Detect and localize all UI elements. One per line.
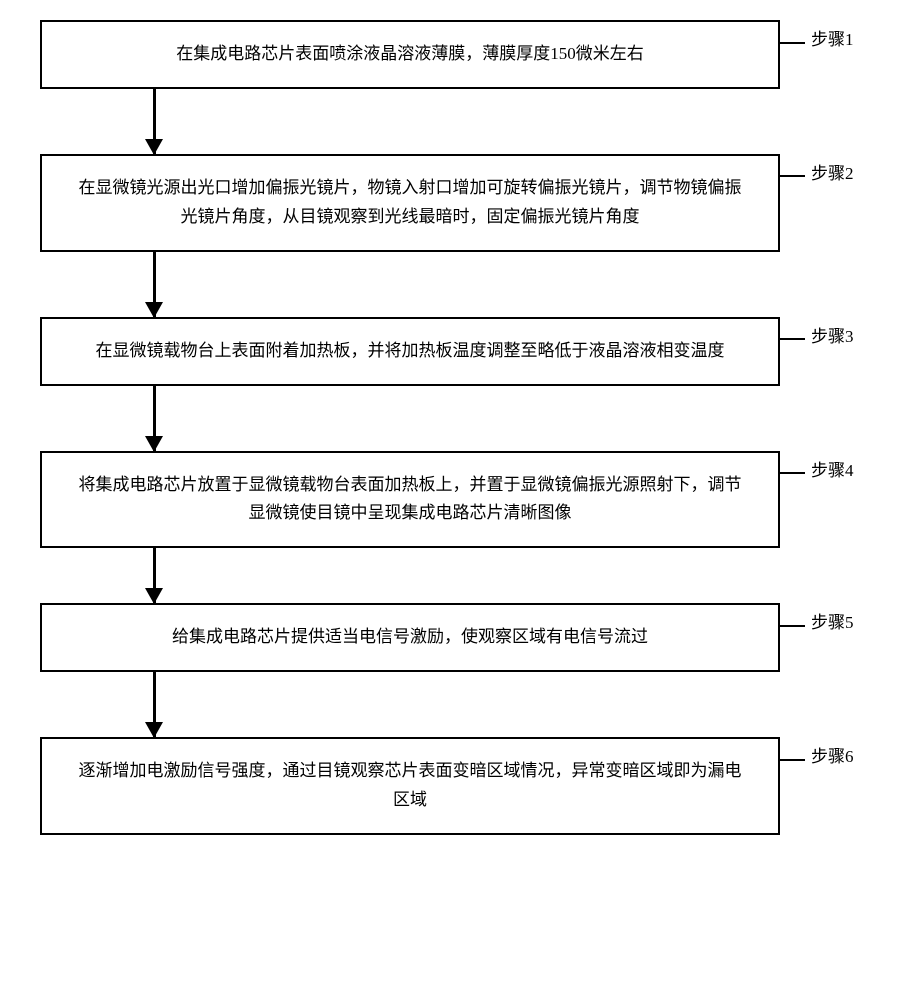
step-label-4: 步骤4 bbox=[805, 456, 854, 481]
arrow-2 bbox=[153, 252, 156, 317]
arrow-3 bbox=[153, 386, 156, 451]
step-box-3: 在显微镜载物台上表面附着加热板，并将加热板温度调整至略低于液晶溶液相变温度 bbox=[40, 317, 780, 386]
step-label-2: 步骤2 bbox=[805, 159, 854, 184]
step-wrapper-6: 逐渐增加电激励信号强度，通过目镜观察芯片表面变暗区域情况，异常变暗区域即为漏电区… bbox=[40, 737, 865, 835]
step-wrapper-5: 给集成电路芯片提供适当电信号激励，使观察区域有电信号流过 步骤5 bbox=[40, 603, 865, 672]
step-text-3: 在显微镜载物台上表面附着加热板，并将加热板温度调整至略低于液晶溶液相变温度 bbox=[96, 337, 725, 366]
connector-line-1 bbox=[780, 42, 805, 44]
step-box-5: 给集成电路芯片提供适当电信号激励，使观察区域有电信号流过 bbox=[40, 603, 780, 672]
step-text-4: 将集成电路芯片放置于显微镜载物台表面加热板上，并置于显微镜偏振光源照射下，调节显… bbox=[72, 471, 748, 529]
connector-line-4 bbox=[780, 472, 805, 474]
step-label-wrapper-2: 步骤2 bbox=[780, 154, 854, 184]
arrow-container-4 bbox=[83, 548, 823, 603]
arrow-5 bbox=[153, 672, 156, 737]
arrow-container-3 bbox=[83, 386, 823, 451]
connector-line-6 bbox=[780, 759, 805, 761]
step-box-4: 将集成电路芯片放置于显微镜载物台表面加热板上，并置于显微镜偏振光源照射下，调节显… bbox=[40, 451, 780, 549]
step-wrapper-4: 将集成电路芯片放置于显微镜载物台表面加热板上，并置于显微镜偏振光源照射下，调节显… bbox=[40, 451, 865, 549]
step-label-3: 步骤3 bbox=[805, 322, 854, 347]
step-label-6: 步骤6 bbox=[805, 742, 854, 767]
step-wrapper-1: 在集成电路芯片表面喷涂液晶溶液薄膜，薄膜厚度150微米左右 步骤1 bbox=[40, 20, 865, 89]
step-label-1: 步骤1 bbox=[805, 25, 854, 50]
step-wrapper-2: 在显微镜光源出光口增加偏振光镜片，物镜入射口增加可旋转偏振光镜片，调节物镜偏振光… bbox=[40, 154, 865, 252]
step-wrapper-3: 在显微镜载物台上表面附着加热板，并将加热板温度调整至略低于液晶溶液相变温度 步骤… bbox=[40, 317, 865, 386]
arrow-1 bbox=[153, 89, 156, 154]
flowchart-container: 在集成电路芯片表面喷涂液晶溶液薄膜，薄膜厚度150微米左右 步骤1 在显微镜光源… bbox=[40, 20, 865, 835]
step-text-5: 给集成电路芯片提供适当电信号激励，使观察区域有电信号流过 bbox=[172, 623, 648, 652]
step-label-wrapper-5: 步骤5 bbox=[780, 603, 854, 633]
step-box-2: 在显微镜光源出光口增加偏振光镜片，物镜入射口增加可旋转偏振光镜片，调节物镜偏振光… bbox=[40, 154, 780, 252]
connector-line-5 bbox=[780, 625, 805, 627]
step-label-wrapper-6: 步骤6 bbox=[780, 737, 854, 767]
step-label-wrapper-4: 步骤4 bbox=[780, 451, 854, 481]
arrow-container-2 bbox=[83, 252, 823, 317]
step-text-6: 逐渐增加电激励信号强度，通过目镜观察芯片表面变暗区域情况，异常变暗区域即为漏电区… bbox=[72, 757, 748, 815]
step-label-5: 步骤5 bbox=[805, 608, 854, 633]
step-box-1: 在集成电路芯片表面喷涂液晶溶液薄膜，薄膜厚度150微米左右 bbox=[40, 20, 780, 89]
connector-line-2 bbox=[780, 175, 805, 177]
arrow-container-5 bbox=[83, 672, 823, 737]
step-label-wrapper-3: 步骤3 bbox=[780, 317, 854, 347]
step-text-1: 在集成电路芯片表面喷涂液晶溶液薄膜，薄膜厚度150微米左右 bbox=[176, 40, 644, 69]
step-label-wrapper-1: 步骤1 bbox=[780, 20, 854, 50]
step-text-2: 在显微镜光源出光口增加偏振光镜片，物镜入射口增加可旋转偏振光镜片，调节物镜偏振光… bbox=[72, 174, 748, 232]
arrow-4 bbox=[153, 548, 156, 603]
connector-line-3 bbox=[780, 338, 805, 340]
arrow-container-1 bbox=[83, 89, 823, 154]
step-box-6: 逐渐增加电激励信号强度，通过目镜观察芯片表面变暗区域情况，异常变暗区域即为漏电区… bbox=[40, 737, 780, 835]
